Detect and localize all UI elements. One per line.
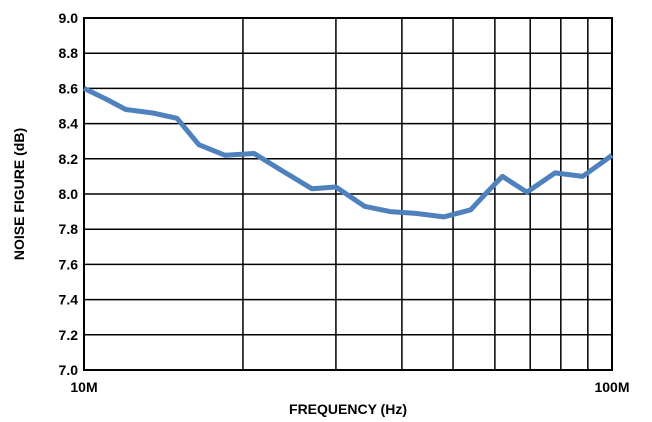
y-tick-labels: 7.0 7.2 7.4 7.6 7.8 8.0 8.2 8.4 8.6 8.8 9.0 <box>59 10 79 378</box>
y-tick-label: 8.6 <box>59 80 79 96</box>
y-tick-label: 8.2 <box>59 151 79 167</box>
y-tick-label: 9.0 <box>59 10 79 26</box>
series-line <box>82 86 614 220</box>
x-axis-title: FREQUENCY (Hz) <box>289 401 407 417</box>
x-tick-label: 10M <box>70 379 97 395</box>
y-tick-label: 7.4 <box>59 292 79 308</box>
series-layer <box>82 86 614 220</box>
y-tick-label: 7.8 <box>59 221 79 237</box>
x-tick-labels: 10M 100M <box>70 379 629 395</box>
y-axis-title: NOISE FIGURE (dB) <box>11 128 27 260</box>
plot-area-border <box>83 17 613 371</box>
y-tick-label: 8.8 <box>59 45 79 61</box>
y-tick-label: 8.0 <box>59 186 79 202</box>
y-tick-label: 7.6 <box>59 256 79 272</box>
x-tick-label: 100M <box>594 379 629 395</box>
y-tick-label: 7.2 <box>59 327 79 343</box>
y-tick-label: 7.0 <box>59 362 79 378</box>
y-tick-label: 8.4 <box>59 116 79 132</box>
